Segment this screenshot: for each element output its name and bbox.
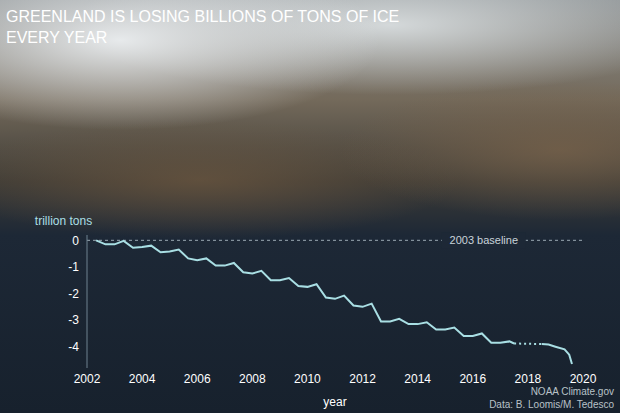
html-text:GREENLAND IS LOSING BILLIONS O: GREENLAND IS LOSING BILLIONS OF TONS OF … <box>6 8 400 46</box>
svg-text:2018: 2018 <box>515 372 542 386</box>
svg-text:-2: -2 <box>68 287 79 301</box>
svg-text:2002: 2002 <box>74 372 101 386</box>
svg-text:2010: 2010 <box>294 372 321 386</box>
svg-text:2003 baseline: 2003 baseline <box>450 234 519 246</box>
svg-text:2014: 2014 <box>404 372 431 386</box>
svg-text:2004: 2004 <box>129 372 156 386</box>
svg-text:year: year <box>323 395 346 409</box>
svg-text:2020: 2020 <box>570 372 597 386</box>
svg-text:trillion tons: trillion tons <box>35 214 92 228</box>
svg-text:-3: -3 <box>68 313 79 327</box>
svg-text:-1: -1 <box>68 260 79 274</box>
svg-text:0: 0 <box>72 234 79 248</box>
svg-text:2012: 2012 <box>349 372 376 386</box>
html-text:Data: B. Loomis/M. Tedesco: Data: B. Loomis/M. Tedesco <box>489 399 614 410</box>
html-text:NOAA Climate.gov: NOAA Climate.gov <box>530 386 614 397</box>
svg-text:2008: 2008 <box>239 372 266 386</box>
svg-text:-4: -4 <box>68 340 79 354</box>
svg-text:2006: 2006 <box>184 372 211 386</box>
svg-text:2016: 2016 <box>459 372 486 386</box>
